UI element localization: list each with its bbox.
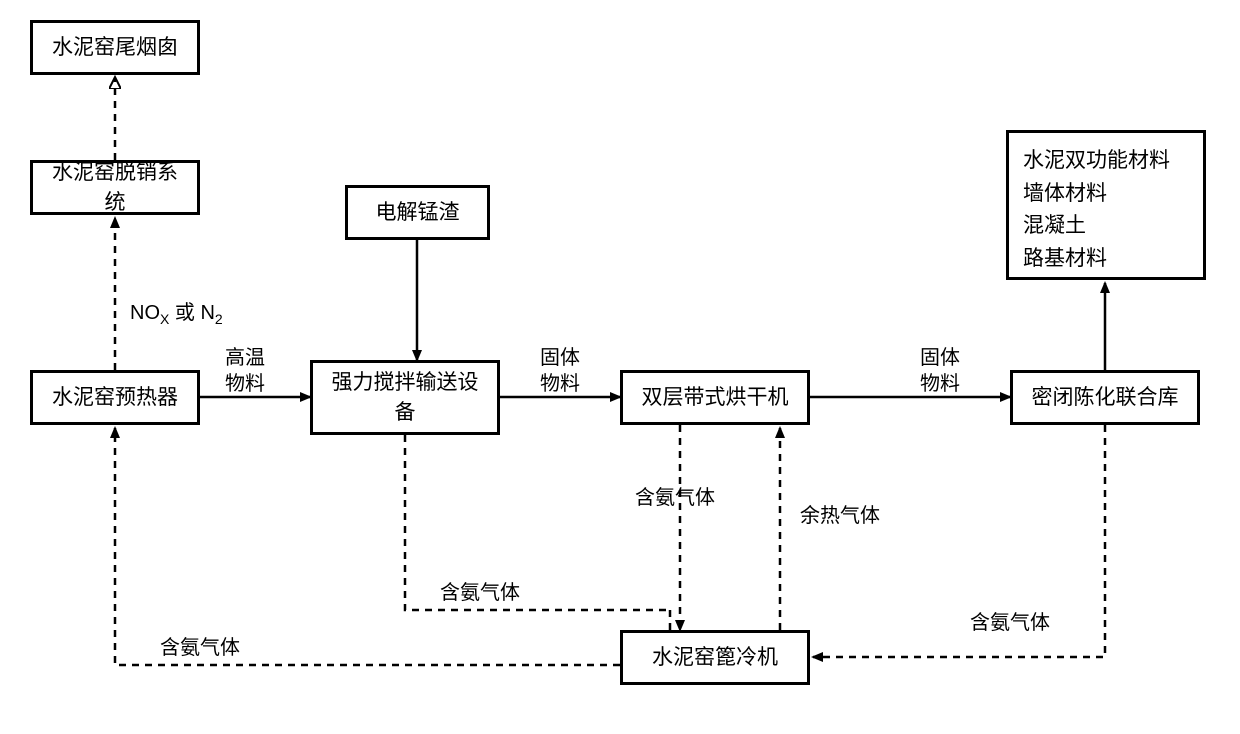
mixer-text-line1: 强力搅拌输送设 (332, 368, 479, 397)
dryer-box: 双层带式烘干机 (620, 370, 810, 425)
output-line1: 水泥双功能材料 (1023, 145, 1170, 178)
label-nox-n2: NOX 或 N2 (130, 300, 223, 328)
cooler-text: 水泥窑篦冷机 (652, 643, 778, 672)
output-line2: 墙体材料 (1023, 178, 1107, 211)
dryer-text: 双层带式烘干机 (642, 383, 789, 412)
label-solid2: 固体 物料 (920, 345, 960, 397)
chimney-box: 水泥窑尾烟囱 (30, 20, 200, 75)
label-solid1: 固体 物料 (540, 345, 580, 397)
preheater-text: 水泥窑预热器 (52, 383, 178, 412)
label-high-temp: 高温 物料 (225, 345, 265, 397)
edge-storage-cooler (813, 425, 1105, 657)
label-ammonia-left: 含氨气体 (440, 580, 520, 606)
preheater-box: 水泥窑预热器 (30, 370, 200, 425)
mixer-text-line2: 备 (395, 398, 416, 427)
slag-text: 电解锰渣 (376, 198, 460, 227)
label-ammonia-right: 含氨气体 (970, 610, 1050, 636)
denox-text: 水泥窑脱销系统 (43, 158, 187, 217)
edge-cooler-preheater (115, 428, 620, 665)
slag-box: 电解锰渣 (345, 185, 490, 240)
outputs-box: 水泥双功能材料 墙体材料 混凝土 路基材料 (1006, 130, 1206, 280)
chimney-text: 水泥窑尾烟囱 (52, 33, 178, 62)
output-line4: 路基材料 (1023, 243, 1107, 276)
connectors-svg (0, 0, 1240, 734)
storage-text: 密闭陈化联合库 (1032, 383, 1179, 412)
label-waste-heat: 余热气体 (800, 503, 880, 529)
denox-box: 水泥窑脱销系统 (30, 160, 200, 215)
mixer-box: 强力搅拌输送设 备 (310, 360, 500, 435)
label-ammonia-mid: 含氨气体 (635, 485, 715, 511)
label-ammonia-bottom: 含氨气体 (160, 635, 240, 661)
cooler-box: 水泥窑篦冷机 (620, 630, 810, 685)
storage-box: 密闭陈化联合库 (1010, 370, 1200, 425)
output-line3: 混凝土 (1023, 210, 1086, 243)
